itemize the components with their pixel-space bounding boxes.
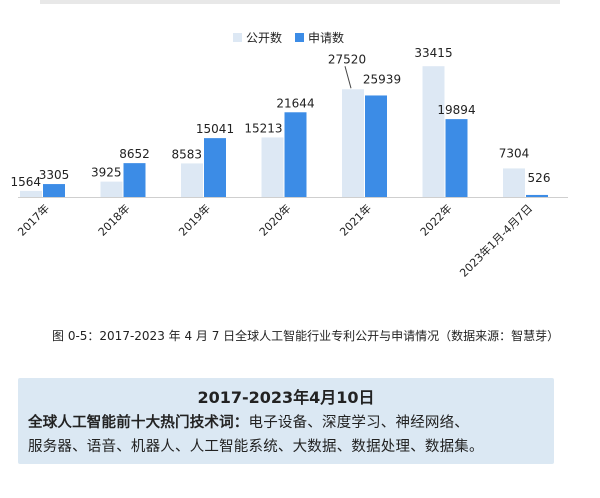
data-label-public-6: 7304 (499, 146, 530, 160)
x-tick-label-2: 2019年 (176, 201, 213, 238)
x-tick-label-3: 2020年 (256, 201, 293, 238)
chart-legend: 公开数 申请数 (233, 30, 344, 45)
bar-applied-3 (284, 112, 307, 197)
bar-public-3 (261, 137, 284, 197)
figure-caption: 图 0-5：2017-2023 年 4 月 7 日全球人工智能行业专利公开与申请… (52, 329, 560, 343)
x-tick-label-6: 2023年1月-4月7日 (457, 201, 535, 279)
data-label-public-5: 33415 (414, 46, 452, 60)
data-label-applied-5: 19894 (437, 103, 475, 117)
bar-applied-0 (43, 184, 65, 197)
data-label-public-2: 8583 (171, 147, 202, 161)
bar-public-4 (342, 89, 364, 197)
label-leader-line-4 (344, 66, 352, 89)
x-tick-label-0: 2017年 (15, 201, 52, 238)
info-box-line-2: 服务器、语音、机器人、人工智能系统、大数据、数据处理、数据集。 (28, 439, 484, 455)
x-tick-labels: 2017年 2018年 2019年 2020年 2021年 2022年 2023年1月-4月… (15, 201, 535, 279)
top-cropped-strip (40, 0, 560, 4)
bar-public-5 (422, 66, 445, 198)
data-label-applied-4: 25939 (363, 72, 401, 86)
data-label-applied-2: 15041 (196, 122, 234, 136)
bar-applied-4 (365, 95, 387, 197)
bar-public-2 (181, 163, 203, 197)
info-box-title: 2017-2023年4月10日 (197, 388, 375, 407)
data-label-applied-6: 526 (528, 171, 551, 185)
legend-swatch-applied (295, 33, 304, 42)
x-tick-label-5: 2022年 (417, 201, 454, 238)
data-label-public-3: 15213 (244, 121, 282, 135)
data-label-applied-1: 8652 (119, 147, 150, 161)
bar-public-6 (503, 168, 525, 197)
x-tick-label-4: 2021年 (337, 201, 374, 238)
data-label-applied-3: 21644 (276, 96, 314, 110)
info-box-line-1-text: 电子设备、深度学习、神经网络、 (248, 415, 469, 431)
bar-applied-6 (526, 194, 548, 197)
bar-applied-5 (445, 119, 468, 197)
legend-label-public: 公开数 (246, 30, 282, 45)
info-box: 2017-2023年4月10日 全球人工智能前十大热门技术词：电子设备、深度学习… (18, 378, 554, 464)
x-tick-label-1: 2018年 (95, 201, 132, 238)
data-label-applied-0: 3305 (39, 168, 70, 182)
bar-applied-1 (123, 163, 146, 197)
info-box-line-1: 全球人工智能前十大热门技术词：电子设备、深度学习、神经网络、 (28, 411, 554, 432)
data-label-public-0: 1564 (10, 175, 41, 189)
data-label-public-1: 3925 (91, 166, 122, 180)
info-box-label: 全球人工智能前十大热门技术词： (28, 415, 249, 431)
bar-public-0 (20, 190, 42, 197)
bar-applied-2 (204, 138, 226, 197)
legend-swatch-public (233, 33, 242, 42)
bar-public-1 (100, 181, 123, 197)
legend-label-applied: 申请数 (308, 30, 344, 45)
data-label-public-4: 27520 (328, 52, 366, 66)
